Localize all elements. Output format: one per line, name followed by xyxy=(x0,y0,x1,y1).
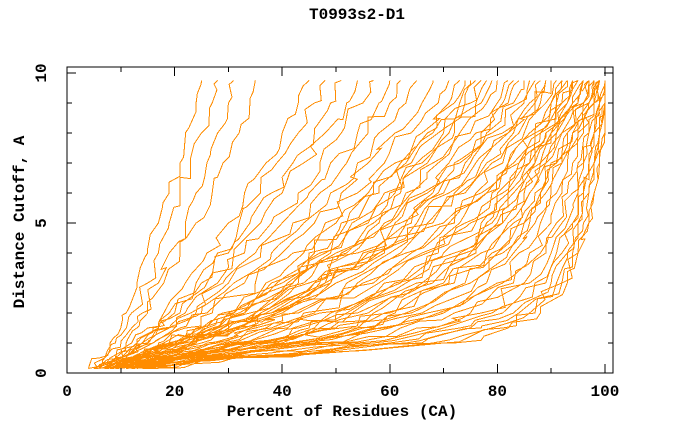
model-curve xyxy=(120,80,574,369)
chart-title: T0993s2-D1 xyxy=(308,6,406,24)
model-curve xyxy=(115,80,552,369)
model-curve xyxy=(115,80,557,369)
model-curve xyxy=(125,80,584,369)
model-curve xyxy=(120,80,568,369)
plot-frame xyxy=(66,66,614,374)
model-curve xyxy=(93,80,310,369)
x-axis-label: Percent of Residues (CA) xyxy=(226,403,458,421)
model-curve xyxy=(115,80,563,369)
model-curve xyxy=(131,80,590,369)
model-curve xyxy=(104,80,418,369)
x-tick-label: 60 xyxy=(380,383,399,401)
model-curves xyxy=(88,80,606,369)
model-curve xyxy=(115,80,541,369)
model-curve xyxy=(98,80,374,369)
model-curve xyxy=(93,80,256,369)
y-tick-label: 5 xyxy=(33,218,51,228)
y-tick-label: 0 xyxy=(33,368,51,378)
x-tick-label: 80 xyxy=(488,383,507,401)
model-curve xyxy=(88,80,218,369)
model-curve xyxy=(142,80,606,369)
model-curve xyxy=(109,80,509,369)
axis-ticks xyxy=(66,67,613,374)
model-curve xyxy=(104,80,434,369)
model-curve xyxy=(109,80,488,369)
model-curve xyxy=(131,80,595,369)
model-curve xyxy=(131,80,600,369)
x-tick-label: 20 xyxy=(165,383,184,401)
model-curve xyxy=(131,80,606,369)
y-tick-label: 10 xyxy=(33,63,51,82)
model-curve xyxy=(109,80,525,369)
x-tick-label: 100 xyxy=(591,383,620,401)
tick-labels: 0 20 40 60 80 100 0 5 10 xyxy=(33,63,619,401)
model-curve xyxy=(120,80,579,369)
model-curve xyxy=(98,80,342,369)
model-curve xyxy=(98,80,401,369)
model-curve xyxy=(93,80,235,369)
model-curve xyxy=(104,80,461,369)
model-curve xyxy=(115,80,531,369)
model-curve xyxy=(104,80,450,369)
model-curve xyxy=(153,80,606,369)
x-tick-label: 40 xyxy=(273,383,292,401)
x-tick-label: 0 xyxy=(62,383,72,401)
model-curve xyxy=(131,80,601,369)
model-curve xyxy=(88,80,202,369)
